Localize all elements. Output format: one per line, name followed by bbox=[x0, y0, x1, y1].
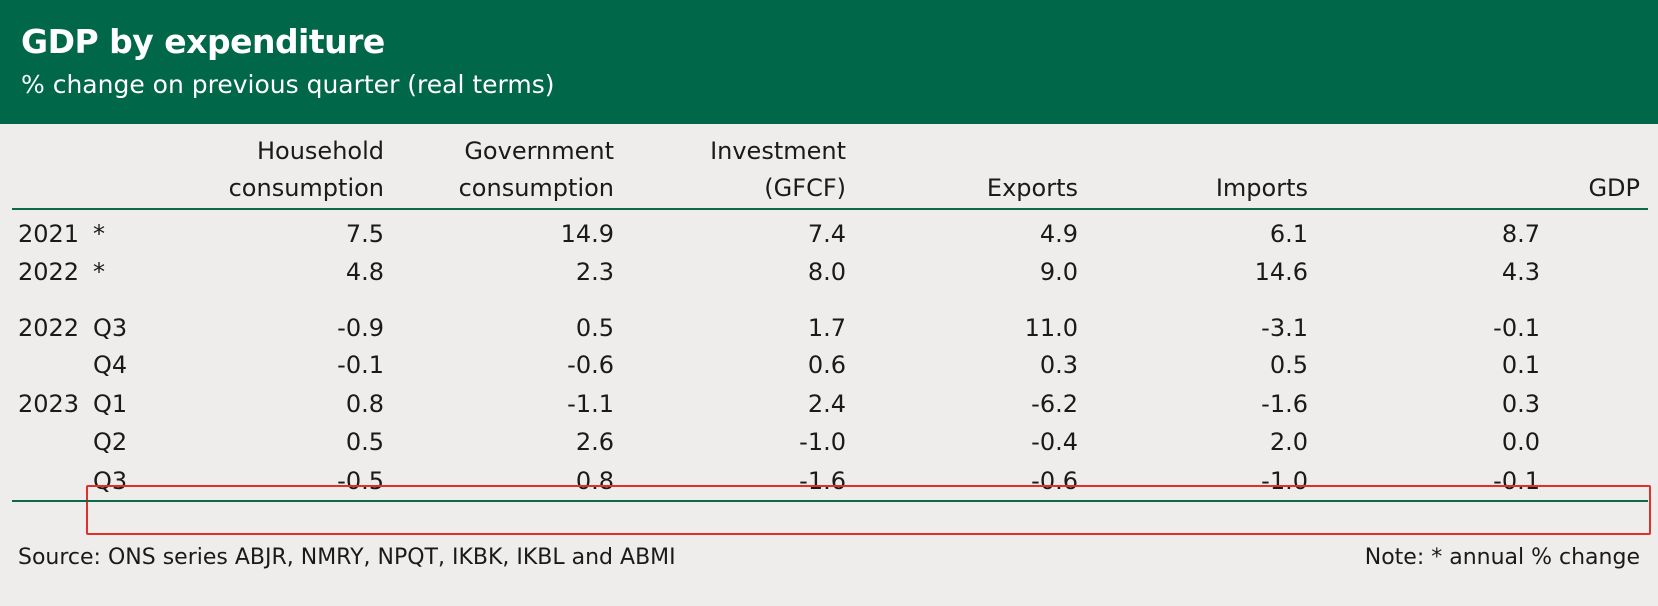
table-cell: 4.3 bbox=[1501, 258, 1540, 286]
column-header-investment-line2: (GFCF) bbox=[764, 174, 846, 202]
table-cell: -1.0 bbox=[799, 428, 846, 456]
table-cell: -3.1 bbox=[1261, 314, 1308, 342]
column-header-household-line1: Household bbox=[256, 137, 384, 165]
table-cell: -0.6 bbox=[567, 351, 614, 379]
table-cell: 2.6 bbox=[575, 428, 614, 456]
table-cell: 0.8 bbox=[575, 467, 614, 495]
table-cell: 6.1 bbox=[1269, 220, 1308, 248]
table-cell: 1.7 bbox=[807, 314, 846, 342]
column-header-government-line1: Government bbox=[464, 137, 614, 165]
column-header-imports: Imports bbox=[1215, 174, 1308, 202]
table-cell: 14.6 bbox=[1254, 258, 1308, 286]
table-cell: 4.9 bbox=[1039, 220, 1078, 248]
row-period: * bbox=[93, 258, 105, 286]
table-cell: -0.6 bbox=[1031, 467, 1078, 495]
column-header-gdp: GDP bbox=[1588, 174, 1640, 202]
table-cell: -0.1 bbox=[1493, 314, 1540, 342]
row-period: Q3 bbox=[93, 467, 128, 495]
table-cell: 7.5 bbox=[345, 220, 384, 248]
source-note: Source: ONS series ABJR, NMRY, NPQT, IKB… bbox=[18, 545, 676, 570]
row-year: 2022 bbox=[18, 258, 80, 286]
table-cell: -1.0 bbox=[1261, 467, 1308, 495]
table-cell: 8.0 bbox=[807, 258, 846, 286]
table-cell: 0.3 bbox=[1039, 351, 1078, 379]
row-year: 2023 bbox=[18, 390, 80, 418]
table-cell: -0.1 bbox=[337, 351, 384, 379]
footer-rule bbox=[12, 500, 1648, 502]
row-period: Q1 bbox=[93, 390, 128, 418]
row-year: 2021 bbox=[18, 220, 80, 248]
table-cell: 0.3 bbox=[1501, 390, 1540, 418]
table-cell: -6.2 bbox=[1031, 390, 1078, 418]
table-cell: 0.5 bbox=[345, 428, 384, 456]
table-cell: 2.3 bbox=[575, 258, 614, 286]
table-cell: 2.4 bbox=[807, 390, 846, 418]
row-period: Q2 bbox=[93, 428, 128, 456]
table-cell: -0.5 bbox=[337, 467, 384, 495]
table-cell: 0.5 bbox=[1269, 351, 1308, 379]
table-cell: 4.8 bbox=[345, 258, 384, 286]
table-cell: 0.1 bbox=[1501, 351, 1540, 379]
header-rule bbox=[12, 208, 1648, 210]
table-cell: -1.1 bbox=[567, 390, 614, 418]
table-cell: -0.1 bbox=[1493, 467, 1540, 495]
table-cell: -1.6 bbox=[1261, 390, 1308, 418]
table-cell: -0.4 bbox=[1031, 428, 1078, 456]
table-cell: 7.4 bbox=[807, 220, 846, 248]
column-header-household-line2: consumption bbox=[228, 174, 384, 202]
table-cell: 0.8 bbox=[345, 390, 384, 418]
table-cell: 0.0 bbox=[1501, 428, 1540, 456]
row-year: 2022 bbox=[18, 314, 80, 342]
table-cell: -0.9 bbox=[337, 314, 384, 342]
highlight-box-latest-quarter bbox=[86, 485, 1651, 535]
table-subtitle: % change on previous quarter (real terms… bbox=[21, 70, 555, 99]
table-header-banner: GDP by expenditure % change on previous … bbox=[0, 0, 1658, 124]
table-cell: 8.7 bbox=[1501, 220, 1540, 248]
table-cell: 0.5 bbox=[575, 314, 614, 342]
row-period: * bbox=[93, 220, 105, 248]
table-cell: 11.0 bbox=[1024, 314, 1078, 342]
table-cell: 2.0 bbox=[1269, 428, 1308, 456]
table-cell: 14.9 bbox=[560, 220, 614, 248]
column-header-investment-line1: Investment bbox=[710, 137, 846, 165]
annual-note: Note: * annual % change bbox=[1364, 545, 1640, 570]
table-title: GDP by expenditure bbox=[21, 22, 385, 61]
table-cell: -1.6 bbox=[799, 467, 846, 495]
table-cell: 0.6 bbox=[807, 351, 846, 379]
column-header-government-line2: consumption bbox=[458, 174, 614, 202]
column-header-exports: Exports bbox=[986, 174, 1078, 202]
table-cell: 9.0 bbox=[1039, 258, 1078, 286]
row-period: Q3 bbox=[93, 314, 128, 342]
row-period: Q4 bbox=[93, 351, 128, 379]
